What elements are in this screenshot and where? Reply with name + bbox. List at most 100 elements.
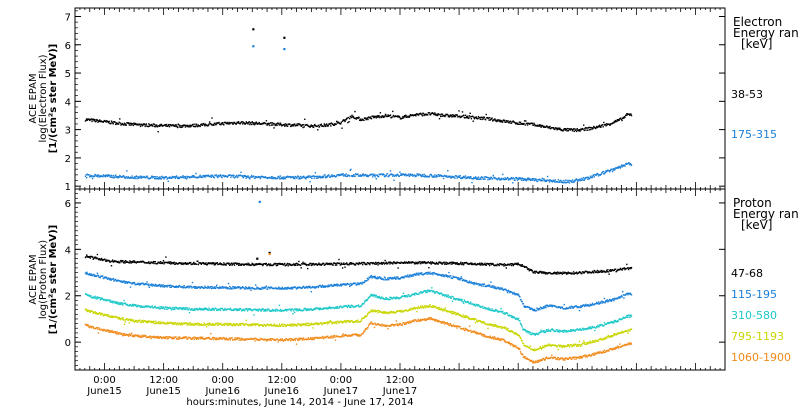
data-point [393, 116, 396, 118]
data-point [548, 305, 551, 307]
data-point [621, 119, 623, 122]
data-point [336, 175, 338, 177]
data-point [293, 308, 295, 311]
data-point [292, 264, 294, 266]
data-point [438, 174, 440, 176]
data-point [340, 121, 343, 123]
data-point [260, 123, 263, 125]
data-point [541, 177, 543, 180]
data-point [125, 260, 127, 262]
data-point [110, 120, 113, 122]
data-point [545, 305, 548, 307]
data-point [555, 127, 557, 129]
data-point [477, 283, 480, 285]
data-point [601, 124, 604, 126]
data-point [222, 264, 224, 266]
data-point [247, 309, 249, 311]
data-point [370, 275, 373, 277]
data-point [524, 305, 526, 307]
data-point [152, 260, 155, 263]
data-point [212, 262, 214, 264]
data-point [178, 177, 181, 179]
data-point [97, 176, 99, 178]
data-point [243, 310, 246, 312]
data-point [523, 120, 526, 122]
data-point [191, 263, 194, 265]
data-point [174, 308, 176, 310]
data-point [412, 275, 415, 277]
data-point [188, 126, 190, 128]
data-point [101, 297, 103, 299]
data-point [591, 304, 593, 306]
data-point [441, 115, 443, 117]
data-point [553, 180, 555, 182]
data-point [523, 179, 526, 181]
data-point [250, 123, 253, 126]
data-point [540, 270, 542, 273]
data-point [399, 278, 401, 280]
data-point [497, 264, 500, 266]
data-point [349, 262, 351, 265]
data-point [97, 257, 99, 260]
data-point [584, 127, 587, 129]
data-point [520, 179, 523, 181]
data-point [136, 123, 138, 125]
data-point [193, 261, 195, 264]
data-point [132, 124, 135, 127]
data-point [601, 302, 604, 304]
data-point [579, 178, 581, 180]
data-point [243, 287, 245, 289]
data-point [390, 276, 392, 279]
data-point [239, 286, 241, 288]
data-point [479, 118, 481, 120]
data-point [343, 175, 345, 177]
data-point [323, 125, 325, 128]
y-axis-title-line: log(Electron Flux) [38, 54, 49, 142]
data-point [580, 305, 582, 307]
data-point [503, 120, 506, 122]
data-point [614, 268, 617, 270]
data-point [318, 126, 321, 128]
data-point [126, 170, 128, 172]
data-point [371, 173, 373, 175]
data-point [168, 284, 171, 287]
data-point [256, 122, 258, 124]
data-point [200, 263, 203, 265]
data-point [262, 122, 265, 125]
outlier-point [252, 45, 255, 48]
data-point [93, 120, 96, 122]
data-point [536, 124, 539, 126]
data-point [87, 294, 89, 296]
data-point [136, 283, 139, 285]
data-point [90, 274, 92, 276]
data-point [528, 268, 530, 270]
data-point [565, 273, 568, 275]
data-point [148, 305, 151, 308]
data-point [350, 262, 353, 264]
data-point [289, 287, 291, 290]
data-point [528, 270, 530, 272]
data-point [154, 177, 156, 180]
data-point [289, 176, 291, 178]
data-point [366, 277, 369, 280]
data-point [429, 271, 431, 273]
data-point [84, 120, 87, 122]
data-point [256, 308, 259, 311]
data-point [213, 176, 216, 179]
data-point [117, 260, 119, 263]
data-point [498, 177, 500, 179]
data-point [214, 122, 216, 124]
data-point [115, 301, 117, 303]
data-point [247, 123, 249, 125]
data-point [191, 175, 194, 177]
data-point [167, 308, 169, 310]
data-point [354, 117, 357, 119]
data-point [585, 129, 587, 131]
data-point [286, 263, 288, 265]
data-point [384, 114, 386, 116]
data-point [601, 271, 603, 273]
data-point [344, 174, 346, 176]
data-point [375, 261, 377, 264]
data-point [242, 286, 244, 288]
data-point [487, 117, 490, 119]
